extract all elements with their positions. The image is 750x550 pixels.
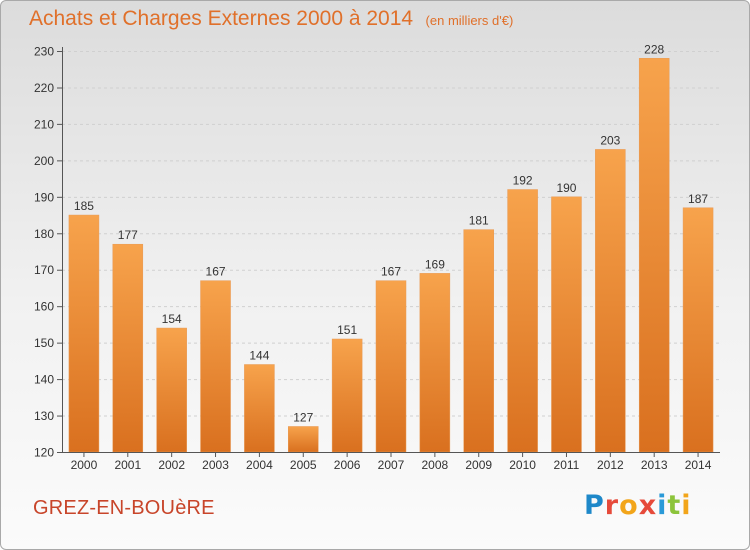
value-label-2005: 127 [293,410,313,424]
y-tick-label: 140 [34,373,54,387]
value-label-2009: 181 [469,214,489,228]
value-label-2013: 228 [644,42,664,56]
x-tick-label-2007: 2007 [378,458,405,472]
axes: 120 130 140 150 160 170 180 190 200 210 220 230 2000… [34,45,720,472]
x-tick-label-2009: 2009 [465,458,492,472]
y-tick-label: 120 [34,446,54,460]
y-tick-label: 200 [34,154,54,168]
value-label-2007: 167 [381,265,401,279]
value-label-2001: 177 [118,228,138,242]
x-tick-label-2012: 2012 [597,458,624,472]
y-tick-label: 190 [34,190,54,204]
x-tick-label-2011: 2011 [554,458,580,472]
x-tick-label-2004: 2004 [246,458,273,472]
logo-letter: P [584,490,605,521]
bar-2004 [244,364,275,453]
x-tick-label-2002: 2002 [158,458,185,472]
value-labels: 185 177 154 167 144 127 151 167 169 181 192 190 203 2… [74,42,708,424]
bar-2007 [375,280,407,453]
bar-2012 [595,149,626,453]
bar-2006 [331,338,363,453]
value-label-2014: 187 [688,192,708,206]
y-tick-label: 220 [34,81,54,95]
y-tick-label: 180 [34,227,54,241]
value-label-2000: 185 [74,199,94,213]
bar-2014 [682,207,714,453]
logo-letter: o [619,490,639,521]
bar-2001 [112,243,144,453]
proxiti-logo[interactable]: Proxiti [584,490,692,521]
value-label-2012: 203 [600,133,620,147]
y-tick-label: 230 [34,45,54,59]
bar-2013 [638,58,670,453]
value-label-2011: 190 [556,181,576,195]
chart-unit: (en milliers d'€) [425,13,514,28]
x-tick-label-2014: 2014 [685,458,712,472]
logo-letter: r [604,490,620,521]
bar-2002 [156,327,187,453]
value-label-2008: 169 [425,257,445,271]
logo-letter: x [638,490,658,521]
bar-2003 [200,280,231,453]
commune-name: GREZ-EN-BOUèRE [33,497,215,519]
y-tick-label: 160 [34,300,54,314]
chart-title: Achats et Charges Externes 2000 à 2014 [29,7,414,30]
value-label-2002: 154 [162,312,182,326]
x-tick-label-2006: 2006 [334,458,361,472]
bar-2009 [463,229,494,453]
y-tick-label: 170 [34,263,54,277]
x-tick-label-2003: 2003 [202,458,229,472]
x-tick-label-2010: 2010 [509,458,536,472]
x-tick-label-2005: 2005 [290,458,317,472]
y-tick-label: 210 [34,117,54,131]
bar-2011 [551,196,582,453]
x-tick-label-2001: 2001 [114,458,141,472]
logo-letter: i [657,490,668,521]
value-label-2010: 192 [513,174,533,188]
x-tick-label-2000: 2000 [71,458,98,472]
logo-letter: t [667,490,682,521]
bar-2010 [507,189,538,453]
value-label-2004: 144 [249,349,269,363]
y-tick-label: 150 [34,336,54,350]
bar-2005 [288,426,319,453]
x-tick-label-2008: 2008 [422,458,449,472]
y-tick-label: 130 [34,409,54,423]
bar-2008 [419,273,451,453]
logo-letter: i [681,490,692,521]
value-label-2003: 167 [206,265,226,279]
bars [68,58,714,453]
x-tick-label-2013: 2013 [641,458,668,472]
value-label-2006: 151 [337,323,357,337]
bar-2000 [68,214,100,453]
title-row: Achats et Charges Externes 2000 à 2014 (… [29,7,513,31]
